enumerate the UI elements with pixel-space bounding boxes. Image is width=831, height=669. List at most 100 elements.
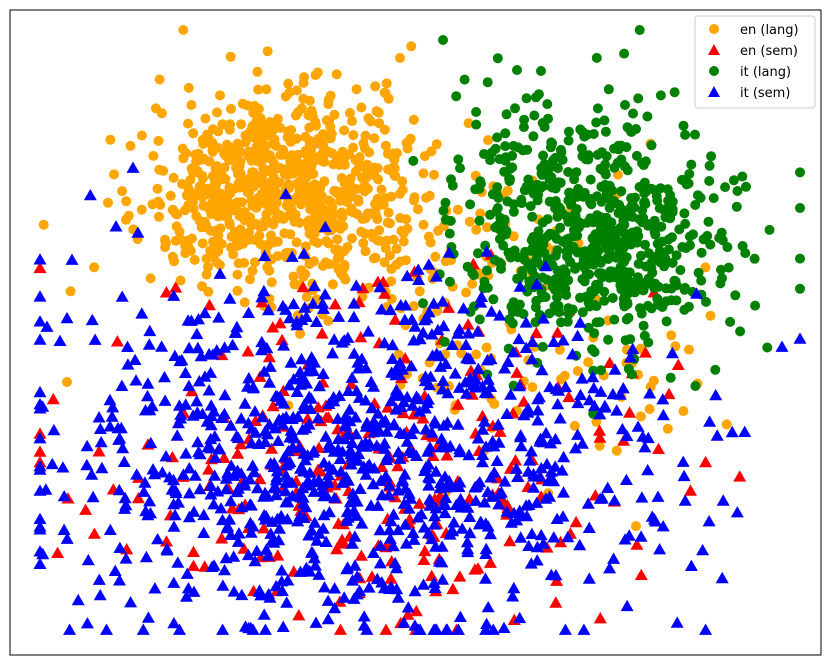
scatter-point-triangle: [341, 474, 355, 486]
scatter-point-circle: [431, 139, 442, 150]
scatter-point-triangle: [418, 544, 432, 557]
scatter-point-circle: [537, 118, 548, 128]
scatter-point-circle: [148, 150, 159, 161]
scatter-point-circle: [383, 93, 394, 104]
scatter-point-circle: [296, 103, 307, 114]
scatter-point-triangle: [391, 523, 405, 536]
scatter-point-circle: [169, 256, 180, 267]
scatter-point-circle: [550, 250, 561, 261]
scatter-point-triangle: [381, 401, 395, 413]
scatter-point-triangle: [280, 596, 294, 608]
scatter-point-circle: [471, 224, 482, 235]
scatter-point-circle: [610, 225, 621, 236]
scatter-point-circle: [508, 206, 519, 217]
scatter-point-circle: [153, 135, 164, 146]
scatter-point-circle: [494, 154, 505, 165]
scatter-point-triangle: [407, 334, 421, 346]
scatter-point-triangle: [381, 450, 394, 462]
scatter-point-triangle: [493, 309, 507, 321]
scatter-point-triangle: [257, 608, 271, 620]
scatter-point-triangle: [513, 611, 527, 624]
scatter-point-circle: [348, 130, 359, 141]
scatter-point-triangle: [613, 388, 627, 400]
scatter-point-triangle: [223, 292, 237, 304]
scatter-point-circle: [391, 243, 402, 254]
scatter-point-circle: [368, 253, 379, 264]
scatter-point-circle: [591, 252, 602, 263]
scatter-point-triangle: [282, 379, 296, 391]
scatter-point-triangle: [316, 367, 330, 379]
scatter-point-triangle: [433, 481, 447, 494]
scatter-point-triangle: [340, 562, 354, 575]
legend-label: it (sem): [740, 86, 790, 101]
scatter-point-circle: [666, 330, 677, 341]
scatter-point-triangle: [422, 479, 436, 491]
scatter-point-triangle: [292, 609, 306, 621]
scatter-point-triangle: [498, 362, 512, 374]
scatter-point-circle: [599, 295, 610, 306]
scatter-point-triangle: [331, 412, 345, 424]
scatter-point-triangle: [480, 245, 494, 257]
scatter-point-circle: [295, 328, 306, 339]
scatter-point-triangle: [447, 516, 461, 528]
scatter-point-triangle: [373, 280, 387, 293]
scatter-point-triangle: [163, 471, 176, 483]
scatter-point-triangle: [544, 465, 558, 477]
scatter-point-circle: [581, 268, 592, 279]
scatter-point-triangle: [218, 564, 231, 576]
scatter-point-triangle: [341, 384, 355, 396]
scatter-point-circle: [325, 121, 336, 132]
scatter-point-circle: [621, 314, 632, 325]
scatter-point-triangle: [382, 489, 396, 501]
scatter-point-triangle: [269, 488, 283, 501]
scatter-point-triangle: [634, 530, 648, 542]
scatter-point-triangle: [279, 476, 293, 488]
scatter-point-triangle: [83, 189, 97, 201]
scatter-point-triangle: [527, 470, 541, 482]
scatter-point-triangle: [347, 297, 361, 309]
scatter-point-triangle: [273, 522, 286, 534]
scatter-point-triangle: [160, 542, 174, 554]
scatter-point-circle: [592, 103, 603, 114]
scatter-point-circle: [372, 193, 383, 204]
scatter-point-triangle: [187, 559, 200, 571]
scatter-point-triangle: [116, 441, 130, 454]
scatter-point-circle: [722, 242, 733, 253]
scatter-point-triangle: [699, 623, 713, 635]
scatter-point-triangle: [423, 441, 437, 453]
scatter-point-circle: [231, 204, 242, 215]
scatter-point-triangle: [481, 485, 495, 497]
scatter-point-triangle: [287, 297, 301, 310]
scatter-point-triangle: [241, 548, 255, 561]
scatter-point-triangle: [422, 378, 436, 391]
scatter-point-triangle: [411, 511, 425, 523]
scatter-point-triangle: [550, 512, 564, 524]
scatter-point-triangle: [260, 341, 274, 354]
scatter-point-circle: [554, 204, 565, 215]
scatter-point-triangle: [551, 397, 565, 410]
scatter-point-triangle: [445, 524, 459, 536]
scatter-point-circle: [585, 174, 596, 185]
scatter-point-circle: [620, 335, 631, 346]
scatter-point-triangle: [301, 479, 315, 491]
scatter-point-triangle: [270, 464, 284, 477]
scatter-point-triangle: [509, 454, 522, 466]
scatter-point-circle: [228, 249, 239, 260]
scatter-point-triangle: [250, 544, 264, 556]
scatter-point-circle: [154, 164, 165, 175]
scatter-point-triangle: [141, 377, 155, 389]
scatter-point-triangle: [168, 508, 182, 521]
scatter-point-circle: [653, 298, 664, 309]
scatter-point-triangle: [192, 445, 206, 458]
scatter-point-circle: [374, 118, 385, 129]
scatter-point-circle: [183, 118, 194, 129]
scatter-point-triangle: [407, 533, 421, 545]
scatter-point-triangle: [539, 492, 553, 504]
scatter-point-triangle: [279, 187, 293, 200]
scatter-point-triangle: [476, 423, 490, 435]
scatter-point-circle: [272, 192, 283, 203]
scatter-point-triangle: [375, 303, 388, 315]
scatter-point-circle: [474, 314, 485, 325]
scatter-point-triangle: [313, 379, 326, 392]
scatter-point-triangle: [634, 568, 648, 580]
